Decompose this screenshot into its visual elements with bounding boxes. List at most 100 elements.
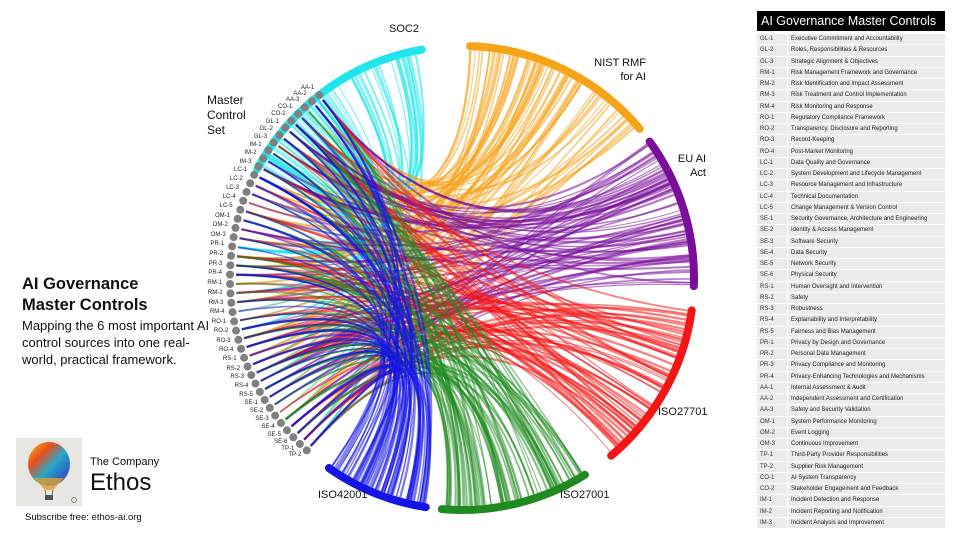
control-name: Risk Identification and Impact Assessmen… — [791, 81, 904, 87]
node-label: RO-4 — [219, 347, 234, 354]
node-label: PR-3 — [208, 260, 223, 267]
table-row: RS-3 Robustness — [757, 304, 945, 316]
control-code: LC-2 — [757, 169, 788, 180]
table-row: TP-2 Supplier Risk Management — [757, 461, 945, 473]
table-row: SE-5 Network Security — [757, 259, 945, 271]
control-node — [269, 138, 278, 147]
control-code: OM-1 — [757, 416, 788, 427]
node-label: RS-3 — [230, 374, 245, 381]
master-label-line3: Set — [207, 123, 226, 137]
control-code: OM-3 — [757, 439, 788, 450]
source-label-nist-line1: NIST RMF — [594, 57, 646, 69]
table-row: SE-3 Software Security — [757, 236, 945, 248]
table-row: RM-3 Risk Treatment and Control Implement… — [757, 90, 945, 102]
control-node — [239, 196, 248, 205]
master-label-line1: Master — [207, 93, 244, 107]
node-label: OM-3 — [210, 231, 226, 238]
control-name: Supplier Risk Management — [791, 463, 864, 470]
table-row: LC-2 System Development and Lifecycle Man… — [757, 169, 945, 181]
chord-link — [259, 176, 645, 416]
chord-link — [243, 219, 573, 479]
node-label: IM-1 — [249, 141, 262, 148]
chord-link — [243, 219, 422, 501]
table-row: SE-1 Security Governance, Architecture an… — [757, 214, 945, 226]
control-code: SE-3 — [757, 236, 788, 247]
source-label-eu-line2: Act — [690, 167, 706, 179]
source-arc — [437, 470, 589, 514]
control-node — [242, 187, 251, 196]
node-label: RS-4 — [234, 383, 249, 390]
table-row: RS-1 Human Oversight and Intervention — [757, 281, 945, 293]
control-name: Robustness — [791, 306, 823, 312]
table-body: GL-1 Executive Commitment and Accountabil… — [757, 34, 945, 529]
control-code: RS-3 — [757, 304, 788, 315]
subscribe-link[interactable]: Subscribe free: ethos-ai.org — [25, 512, 142, 523]
chord-link — [269, 349, 386, 467]
table-title: AI Governance Master Controls — [757, 11, 945, 31]
node-label: SE-3 — [255, 416, 269, 423]
control-name: Risk Monitoring and Response — [791, 103, 873, 110]
control-node — [237, 344, 246, 353]
hot-air-balloon-icon — [16, 438, 82, 506]
control-name: Strategic Alignment & Objectives — [791, 58, 879, 65]
table-row: GL-2 Roles, Responsibilities & Resources — [757, 45, 945, 57]
control-name: System Development and Lifecycle Managem… — [791, 171, 922, 177]
table-row: RM-2 Risk Identification and Impact Asses… — [757, 79, 945, 91]
chord-link — [260, 344, 386, 470]
brand-block: The Company Ethos — [16, 438, 166, 508]
node-label: RM-2 — [207, 289, 223, 296]
node-label: AA-1 — [300, 84, 315, 91]
chord-link — [255, 184, 386, 470]
table-row: LC-5 Change Management & Version Control — [757, 202, 945, 214]
control-name: Data Quality and Governance — [791, 159, 871, 166]
table-row: RO-2 Transparency, Disclosure and Reporti… — [757, 124, 945, 136]
control-code: LC-5 — [757, 202, 788, 213]
control-code: GL-1 — [757, 34, 788, 45]
source-arc — [645, 137, 698, 291]
control-name: Security Governance, Architecture and En… — [791, 216, 928, 222]
node-label: RS-1 — [222, 356, 237, 363]
control-node — [232, 326, 241, 335]
control-node — [234, 335, 243, 344]
control-code: PR-3 — [757, 360, 788, 371]
chord-link — [278, 145, 466, 506]
source-label-iso27001: ISO27001 — [560, 489, 610, 501]
control-node — [302, 446, 311, 455]
node-label: LC-1 — [234, 167, 248, 174]
control-node — [227, 298, 236, 307]
chord-link — [303, 325, 680, 441]
control-code: SE-6 — [757, 270, 788, 281]
control-name: Risk Management Framework and Governance — [791, 69, 918, 76]
node-label: RM-3 — [208, 299, 224, 306]
table-row: RS-2 Safety — [757, 292, 945, 304]
node-label: RS-5 — [239, 391, 253, 398]
chord-link — [274, 354, 392, 476]
control-name: Network Security — [791, 261, 837, 267]
company-small-label: The Company — [90, 456, 160, 468]
chord-link — [268, 160, 412, 496]
chord-link — [264, 351, 510, 502]
node-label: CO-2 — [271, 111, 286, 118]
control-name: Incident Detection and Response — [791, 497, 880, 504]
table-row: CO-1 AI System Transparency — [757, 472, 945, 484]
control-name: Incident Analysis and Improvement — [791, 519, 885, 526]
control-code: LC-3 — [757, 180, 788, 191]
table-row: LC-1 Data Quality and Governance — [757, 157, 945, 169]
control-code: GL-2 — [757, 45, 788, 56]
control-name: Explainability and Interpretability — [791, 317, 878, 324]
control-code: SE-1 — [757, 214, 788, 225]
control-name: Human Oversight and Intervention — [791, 283, 883, 290]
control-name: Data Security — [791, 249, 828, 256]
control-name: Internal Assessment & Audit — [791, 384, 866, 391]
chord-link — [278, 145, 663, 388]
control-node — [228, 308, 237, 317]
control-name: Personal Data Management — [791, 351, 866, 357]
table-row: SE-2 Identity & Access Management — [757, 225, 945, 237]
control-code: RM-1 — [757, 67, 788, 78]
table-row: RM-1 Risk Management Framework and Govern… — [757, 67, 945, 79]
control-node — [315, 91, 324, 100]
control-node — [243, 362, 252, 371]
control-code: SE-5 — [757, 259, 788, 270]
control-node — [231, 223, 240, 232]
node-label: IM-2 — [244, 150, 257, 157]
